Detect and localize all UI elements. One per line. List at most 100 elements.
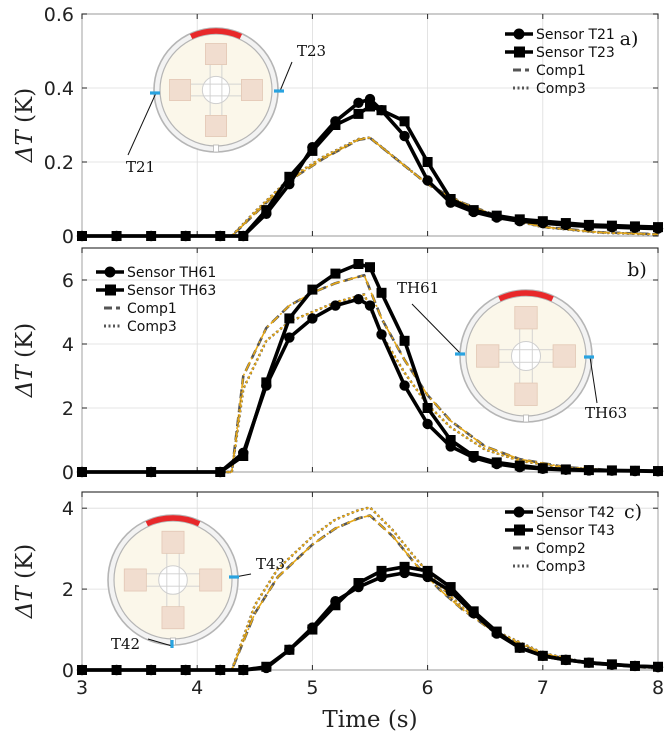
ring-gap [213, 144, 219, 153]
data-point-square [422, 157, 433, 167]
data-point-square [537, 463, 548, 474]
data-point-square [353, 259, 364, 269]
data-point-square [445, 582, 456, 593]
x-tick-label: 5 [306, 677, 318, 699]
data-point-square [468, 205, 479, 216]
panel-c: 0 2 4 3 4 5 6 7 8 ΔT (K) c) Sensor T42 Sensor T43 Com… [12, 491, 664, 699]
sensor-leader-line [147, 638, 173, 647]
y-axis-label-var: ΔT [12, 364, 38, 399]
sensor-ring-diagram [153, 27, 279, 153]
x-tick-label: 6 [422, 677, 434, 699]
data-point-square [399, 561, 410, 572]
sensor-leader-line [127, 92, 157, 156]
data-point-square [353, 108, 364, 119]
series-overlay-comp3 [82, 136, 659, 237]
data-point-square [365, 262, 375, 273]
sensor-label: T23 [297, 42, 326, 60]
data-point-square [284, 171, 295, 182]
heater-pad [241, 79, 263, 101]
y-axis-label: ΔT (K) [12, 323, 38, 398]
data-point-square [146, 467, 157, 477]
y-axis-label-var: ΔT [12, 585, 38, 620]
data-point-square [376, 287, 387, 298]
series-overlay-comp3 [82, 506, 659, 671]
sensor-position-marker [584, 355, 594, 359]
panel-label: a) [620, 28, 639, 50]
data-point-square [399, 116, 410, 127]
data-point-square [422, 403, 433, 413]
y-tick-label: 4 [62, 498, 74, 520]
ring-gap [523, 414, 529, 423]
data-point-square [491, 210, 502, 221]
ring-hub [158, 565, 188, 595]
data-point-square [560, 218, 571, 229]
legend-label: Comp1 [127, 301, 177, 317]
legend-label: Comp3 [536, 81, 586, 97]
heater-pad [169, 79, 191, 101]
panel-label: c) [624, 501, 642, 523]
sensor-label: TH63 [585, 404, 627, 422]
sensor-leader-line [411, 303, 462, 355]
y-tick-label: 2 [62, 579, 74, 601]
sensor-position-marker [150, 91, 160, 95]
data-point-square [353, 578, 364, 589]
heater-pad [161, 606, 185, 630]
series-line-comp1 [82, 273, 659, 474]
data-point-square [146, 665, 157, 675]
heater-pad [514, 306, 538, 330]
legend-marker-square [105, 284, 116, 296]
panel-label: b) [627, 259, 647, 281]
y-tick-label: 4 [62, 334, 74, 356]
legend: Sensor T42 Sensor T43 Comp2 Comp3 [505, 505, 615, 575]
panel-a: 0 0.2 0.4 0.6 ΔT (K) a) Sensor T21 Sensor T23 Co… [12, 4, 664, 248]
ring-hub [510, 340, 542, 372]
y-tick-label: 0.6 [44, 4, 74, 26]
data-point-square [238, 665, 249, 675]
y-tick-label: 2 [62, 398, 74, 420]
data-point-square [215, 467, 226, 477]
heater-pad [161, 530, 185, 554]
y-tick-label: 0 [62, 462, 74, 484]
y-axis-label: ΔT (K) [12, 544, 38, 619]
y-tick-label: 6 [62, 270, 74, 292]
data-point-square [629, 221, 640, 232]
sensor-position-marker [170, 640, 174, 648]
data-point-square [77, 665, 87, 675]
data-point-square [180, 665, 191, 675]
data-point-square [606, 659, 617, 670]
sensor-label: T42 [111, 635, 140, 653]
data-point-square [261, 205, 272, 216]
active-heater-arc [145, 515, 201, 527]
legend-label: Sensor T42 [536, 505, 615, 521]
data-point-square [537, 216, 548, 227]
y-axis-label-unit: (K) [12, 544, 38, 586]
data-point-square [307, 145, 318, 156]
data-point-circle [399, 130, 410, 142]
data-point-square [514, 642, 525, 653]
data-point-circle [399, 380, 410, 391]
data-point-square [146, 231, 157, 241]
data-point-square [365, 101, 375, 112]
heater-pad [199, 568, 223, 592]
heater-pad [205, 43, 227, 65]
data-point-square [261, 377, 272, 388]
data-point-square [606, 465, 617, 476]
data-point-square [215, 231, 226, 241]
data-point-square [653, 466, 663, 477]
active-heater-arc [189, 28, 243, 40]
sensor-label: T43 [256, 555, 285, 573]
data-point-circle [422, 418, 433, 430]
y-tick-label: 0.4 [44, 78, 74, 100]
sensor-position-marker [274, 89, 284, 93]
legend-label: Comp2 [536, 541, 586, 557]
data-point-square [583, 657, 594, 668]
data-point-circle [353, 97, 364, 109]
data-point-square [77, 467, 87, 477]
y-axis-label: ΔT (K) [12, 88, 38, 163]
sensor-ring-diagram [459, 289, 593, 423]
data-point-square [330, 268, 341, 279]
data-point-square [468, 606, 479, 617]
sensor-label: T21 [126, 158, 155, 176]
data-point-square [653, 222, 663, 233]
